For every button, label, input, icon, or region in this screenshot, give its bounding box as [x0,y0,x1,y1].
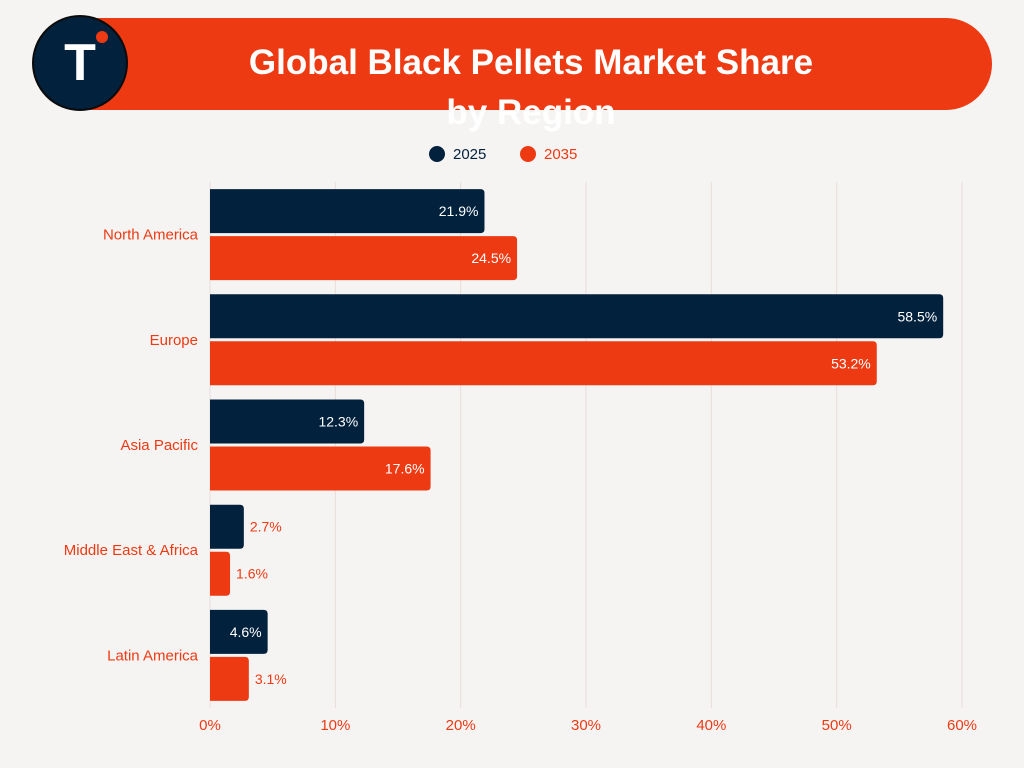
chart-title: Global Black Pellets Market Share by Reg… [248,43,814,132]
brand-logo: T [32,15,128,111]
data-label: 58.5% [897,308,937,324]
title-banner: Global Black Pellets Market Share by Reg… [40,18,992,132]
legend-marker-icon [520,146,536,162]
x-tick-label: 40% [696,717,726,734]
bar-2035 [210,656,249,701]
bar-2035 [210,236,518,281]
x-tick-label: 20% [446,717,476,734]
bar-2025 [210,294,944,339]
data-label: 3.1% [255,671,287,687]
bar-2025 [210,399,365,444]
legend-marker-icon [429,146,445,162]
category-label: Latin America [107,647,199,664]
logo-letter: T [64,34,96,92]
bar-2025 [210,609,268,654]
x-tick-label: 10% [320,717,350,734]
bar-2035 [210,446,431,491]
data-label: 53.2% [831,355,871,371]
data-label: 17.6% [385,461,425,477]
logo-dot-icon [96,31,108,43]
data-label: 24.5% [471,250,511,266]
category-label: North America [103,227,199,244]
bar-2035 [210,551,231,596]
bar-2035 [210,341,877,386]
category-label: Asia Pacific [120,437,198,454]
category-label: Europe [150,332,198,349]
legend-label: 2025 [453,146,486,163]
x-tick-label: 0% [199,717,221,734]
data-label: 1.6% [236,566,268,582]
legend-label: 2035 [544,146,577,163]
bar-2025 [210,189,485,234]
data-label: 21.9% [439,203,479,219]
x-tick-label: 50% [822,717,852,734]
data-label: 4.6% [230,624,262,640]
category-label: Middle East & Africa [64,542,199,559]
data-label: 2.7% [250,519,282,535]
data-label: 12.3% [318,414,358,430]
bar-2025 [210,504,244,549]
x-tick-label: 60% [947,717,977,734]
x-tick-label: 30% [571,717,601,734]
